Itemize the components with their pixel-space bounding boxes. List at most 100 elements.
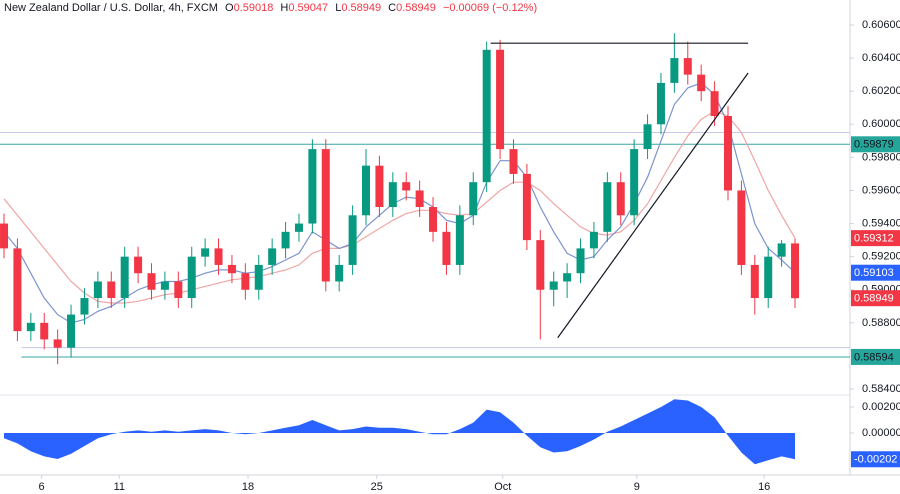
x-tick-label: 25 bbox=[371, 481, 383, 493]
candle-body bbox=[496, 49, 505, 150]
x-tick-label: 11 bbox=[114, 481, 125, 493]
candle-body bbox=[442, 231, 451, 265]
candle-body bbox=[321, 149, 330, 282]
candle-body bbox=[576, 248, 585, 274]
candle-body bbox=[335, 264, 344, 282]
ohlc-label: L bbox=[335, 2, 341, 14]
x-tick-label: Oct bbox=[494, 481, 511, 493]
candle-body bbox=[455, 215, 464, 265]
candle-body bbox=[160, 281, 169, 290]
y-tick-label: 0.60400 bbox=[862, 52, 900, 64]
candle-body bbox=[656, 82, 665, 125]
x-tick-label: 9 bbox=[634, 481, 640, 493]
ohlc-value: 0.58949 bbox=[396, 2, 436, 14]
y-tick-label: 0.60200 bbox=[862, 85, 900, 97]
candle-body bbox=[710, 91, 719, 117]
candle-body bbox=[509, 149, 518, 174]
change: −0.00069 (−0.12%) bbox=[443, 2, 537, 14]
candle-body bbox=[616, 182, 625, 216]
ohlc-label: H bbox=[280, 2, 288, 14]
candle-body bbox=[429, 207, 438, 232]
candle-body bbox=[241, 273, 250, 290]
candle-body bbox=[603, 182, 612, 232]
price-badge bbox=[851, 136, 900, 153]
candle-body bbox=[764, 256, 773, 299]
x-tick-label: 16 bbox=[758, 481, 770, 493]
candle-body bbox=[13, 248, 22, 332]
price-badge-label: 0.59103 bbox=[854, 267, 894, 279]
moving-average bbox=[3, 82, 796, 324]
candle-body bbox=[402, 182, 411, 191]
candle-body bbox=[134, 256, 143, 274]
price-badge-label: 0.59312 bbox=[854, 233, 894, 245]
candle-body bbox=[777, 243, 786, 257]
candle-body bbox=[549, 281, 558, 290]
candle-body bbox=[791, 243, 800, 299]
ohlc-label: C bbox=[388, 2, 396, 14]
x-tick-label: 18 bbox=[242, 481, 254, 493]
candle-body bbox=[0, 223, 9, 249]
price-badge-label: 0.58949 bbox=[854, 293, 894, 305]
candle-body bbox=[750, 264, 759, 299]
candle-body bbox=[630, 149, 639, 216]
candle-body bbox=[53, 339, 62, 348]
y-tick-label: 0.60000 bbox=[862, 118, 900, 130]
candle-body bbox=[40, 322, 49, 340]
y-tick-label: 0.00000 bbox=[862, 427, 900, 439]
candle-body bbox=[93, 281, 102, 299]
candle-body bbox=[67, 314, 76, 348]
oscillator-area bbox=[4, 399, 796, 465]
candle-body bbox=[254, 264, 263, 290]
candle-body bbox=[147, 273, 156, 290]
price-badge bbox=[851, 348, 900, 365]
candle-body bbox=[308, 149, 317, 224]
candle-body bbox=[294, 223, 303, 232]
candle-body bbox=[268, 248, 277, 265]
y-tick-label: 0.59400 bbox=[862, 217, 900, 229]
candle-body bbox=[415, 190, 424, 208]
candle-body bbox=[589, 231, 598, 249]
candle-body bbox=[522, 173, 531, 241]
candle-body bbox=[670, 58, 679, 83]
ohlc-value: 0.59047 bbox=[288, 2, 328, 14]
price-badge bbox=[851, 290, 900, 307]
header: New Zealand Dollar / U.S. Dollar, 4h, FX… bbox=[4, 2, 537, 14]
y-tick-label: 0.58400 bbox=[862, 383, 900, 395]
ohlc-value: 0.59018 bbox=[234, 2, 274, 14]
ohlc-value: 0.58949 bbox=[341, 2, 381, 14]
candle-body bbox=[643, 124, 652, 150]
candle-body bbox=[388, 182, 397, 208]
candle-body bbox=[281, 231, 290, 249]
candle-body bbox=[174, 281, 183, 299]
price-badge bbox=[851, 230, 900, 247]
candle-body bbox=[723, 116, 732, 191]
candle-body bbox=[227, 264, 236, 274]
candle-body bbox=[214, 248, 223, 265]
y-tick-label: 0.00200 bbox=[862, 401, 900, 413]
y-tick-label: 0.59200 bbox=[862, 251, 900, 263]
moving-average bbox=[3, 110, 796, 304]
x-tick-label: 6 bbox=[38, 481, 44, 493]
candle-body bbox=[26, 322, 35, 332]
candle-body bbox=[362, 165, 371, 216]
price-badge-label: 0.59879 bbox=[854, 139, 894, 151]
y-tick-label: 0.58800 bbox=[862, 317, 900, 329]
price-badge bbox=[851, 451, 900, 468]
candle-body bbox=[201, 248, 210, 257]
ohlc-label: O bbox=[225, 2, 234, 14]
candle-body bbox=[683, 58, 692, 75]
y-tick-label: 0.59600 bbox=[862, 184, 900, 196]
price-badge bbox=[851, 264, 900, 281]
candle-body bbox=[348, 215, 357, 265]
candle-body bbox=[120, 256, 129, 299]
price-badge-label: 0.58594 bbox=[854, 351, 894, 363]
y-tick-label: 0.59800 bbox=[862, 151, 900, 163]
candle-body bbox=[697, 74, 706, 92]
plot bbox=[0, 33, 850, 465]
candle-body bbox=[375, 165, 384, 208]
candle-body bbox=[187, 256, 196, 299]
candle-body bbox=[469, 182, 478, 216]
trendline bbox=[557, 72, 749, 339]
